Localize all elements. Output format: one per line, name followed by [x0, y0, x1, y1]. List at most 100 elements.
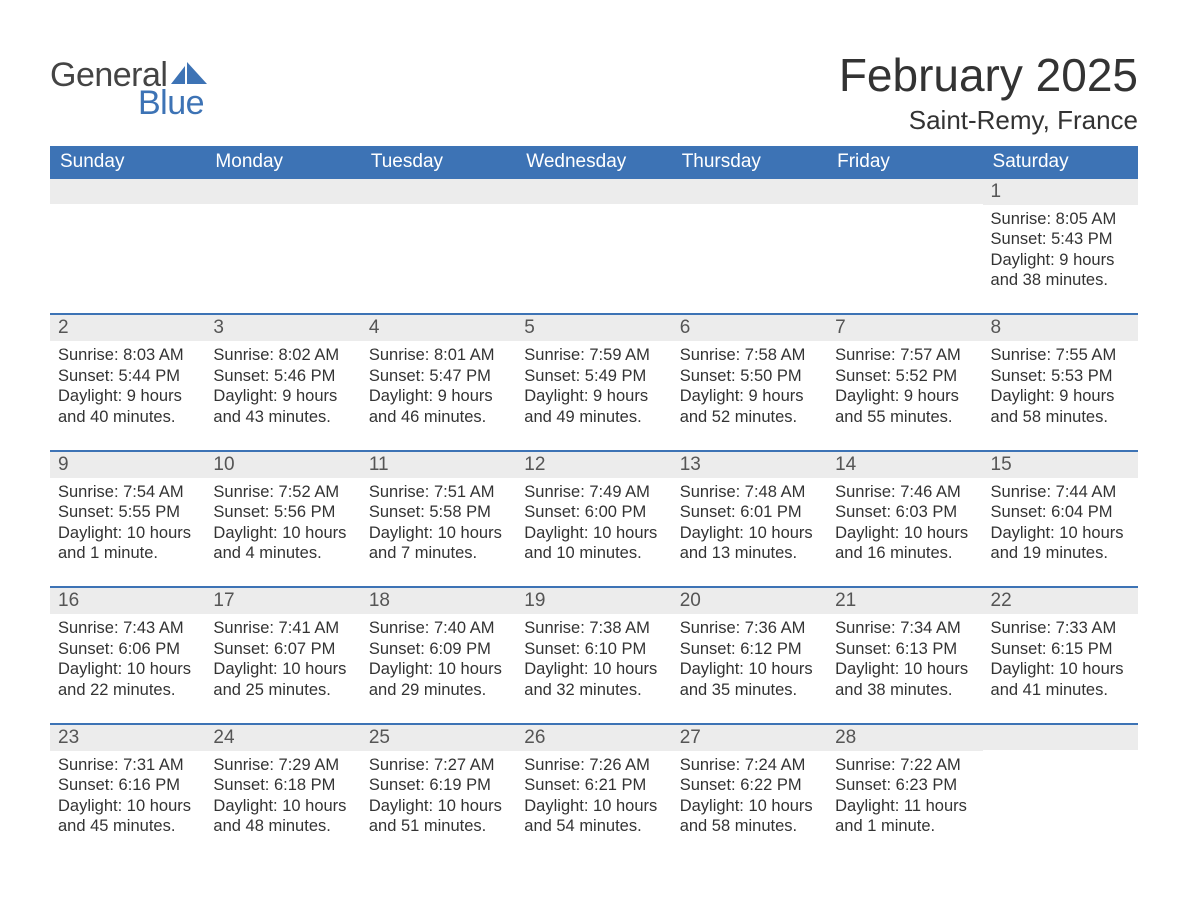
page-header: General Blue February 2025 Saint-Remy, F… [50, 50, 1138, 136]
day-body: Sunrise: 7:58 AMSunset: 5:50 PMDaylight:… [672, 341, 827, 432]
sunrise-text: Sunrise: 7:57 AM [835, 345, 974, 366]
day-cell [205, 179, 360, 296]
daylight-text: Daylight: 10 hours and 32 minutes. [524, 659, 663, 700]
sunset-text: Sunset: 6:03 PM [835, 502, 974, 523]
day-number: 1 [983, 179, 1138, 205]
day-number [361, 179, 516, 204]
day-cell: 19Sunrise: 7:38 AMSunset: 6:10 PMDayligh… [516, 588, 671, 705]
sunset-text: Sunset: 6:15 PM [991, 639, 1130, 660]
day-number [672, 179, 827, 204]
sunrise-text: Sunrise: 7:36 AM [680, 618, 819, 639]
daylight-text: Daylight: 10 hours and 1 minute. [58, 523, 197, 564]
day-cell: 5Sunrise: 7:59 AMSunset: 5:49 PMDaylight… [516, 315, 671, 432]
daylight-text: Daylight: 11 hours and 1 minute. [835, 796, 974, 837]
week-row: 2Sunrise: 8:03 AMSunset: 5:44 PMDaylight… [50, 313, 1138, 432]
day-cell: 13Sunrise: 7:48 AMSunset: 6:01 PMDayligh… [672, 452, 827, 569]
sunset-text: Sunset: 6:21 PM [524, 775, 663, 796]
daylight-text: Daylight: 10 hours and 35 minutes. [680, 659, 819, 700]
day-number: 3 [205, 315, 360, 341]
day-cell: 10Sunrise: 7:52 AMSunset: 5:56 PMDayligh… [205, 452, 360, 569]
sunrise-text: Sunrise: 7:48 AM [680, 482, 819, 503]
location-label: Saint-Remy, France [839, 105, 1138, 136]
day-cell: 23Sunrise: 7:31 AMSunset: 6:16 PMDayligh… [50, 725, 205, 842]
day-number [516, 179, 671, 204]
day-number: 20 [672, 588, 827, 614]
day-number: 19 [516, 588, 671, 614]
day-cell: 1Sunrise: 8:05 AMSunset: 5:43 PMDaylight… [983, 179, 1138, 296]
day-cell: 18 Sunrise: 7:40 AMSunset: 6:09 PMDayligh… [361, 588, 516, 705]
day-body: Sunrise: 7:43 AMSunset: 6:06 PMDaylight:… [50, 614, 205, 705]
sunrise-text: Sunrise: 7:46 AM [835, 482, 974, 503]
sunset-text: Sunset: 6:06 PM [58, 639, 197, 660]
sunrise-text: Sunrise: 7:44 AM [991, 482, 1130, 503]
day-body: Sunrise: 7:24 AMSunset: 6:22 PMDaylight:… [672, 751, 827, 842]
day-number: 8 [983, 315, 1138, 341]
day-number: 23 [50, 725, 205, 751]
day-number: 16 [50, 588, 205, 614]
day-number: 25 [361, 725, 516, 751]
daylight-text: Daylight: 10 hours and 45 minutes. [58, 796, 197, 837]
day-number [205, 179, 360, 204]
daylight-text: Daylight: 9 hours and 55 minutes. [835, 386, 974, 427]
day-body: Sunrise: 7:22 AMSunset: 6:23 PMDaylight:… [827, 751, 982, 842]
day-cell [827, 179, 982, 296]
day-body: Sunrise: 7:34 AMSunset: 6:13 PMDaylight:… [827, 614, 982, 705]
day-number: 14 [827, 452, 982, 478]
day-cell [672, 179, 827, 296]
daylight-text: Daylight: 10 hours and 19 minutes. [991, 523, 1130, 564]
day-body: Sunrise: 8:02 AMSunset: 5:46 PMDaylight:… [205, 341, 360, 432]
calendar-grid: Sunday Monday Tuesday Wednesday Thursday… [50, 146, 1138, 842]
sunrise-text: Sunrise: 7:40 AM [369, 618, 508, 639]
sunset-text: Sunset: 5:58 PM [369, 502, 508, 523]
daylight-text: Daylight: 10 hours and 4 minutes. [213, 523, 352, 564]
day-header-tuesday: Tuesday [361, 146, 516, 179]
sunset-text: Sunset: 5:49 PM [524, 366, 663, 387]
day-body: Sunrise: 7:41 AMSunset: 6:07 PMDaylight:… [205, 614, 360, 705]
title-block: February 2025 Saint-Remy, France [839, 50, 1138, 136]
day-number: 9 [50, 452, 205, 478]
day-cell: 17Sunrise: 7:41 AMSunset: 6:07 PMDayligh… [205, 588, 360, 705]
day-body: Sunrise: 7:51 AMSunset: 5:58 PMDaylight:… [361, 478, 516, 569]
sunrise-text: Sunrise: 7:31 AM [58, 755, 197, 776]
daylight-text: Daylight: 9 hours and 38 minutes. [991, 250, 1130, 291]
day-body: Sunrise: 7:49 AMSunset: 6:00 PMDaylight:… [516, 478, 671, 569]
day-number [50, 179, 205, 204]
day-body: Sunrise: 7:33 AMSunset: 6:15 PMDaylight:… [983, 614, 1138, 705]
day-cell: 28Sunrise: 7:22 AMSunset: 6:23 PMDayligh… [827, 725, 982, 842]
daylight-text: Daylight: 10 hours and 29 minutes. [369, 659, 508, 700]
sunset-text: Sunset: 5:55 PM [58, 502, 197, 523]
day-number: 18 [361, 588, 516, 614]
day-header-sunday: Sunday [50, 146, 205, 179]
weeks-container: 1Sunrise: 8:05 AMSunset: 5:43 PMDaylight… [50, 179, 1138, 842]
day-cell: 12Sunrise: 7:49 AMSunset: 6:00 PMDayligh… [516, 452, 671, 569]
sunrise-text: Sunrise: 7:24 AM [680, 755, 819, 776]
daylight-text: Daylight: 9 hours and 40 minutes. [58, 386, 197, 427]
sunrise-text: Sunrise: 8:02 AM [213, 345, 352, 366]
sunrise-text: Sunrise: 7:27 AM [369, 755, 508, 776]
day-body: Sunrise: 7:38 AMSunset: 6:10 PMDaylight:… [516, 614, 671, 705]
day-number [827, 179, 982, 204]
sunrise-text: Sunrise: 7:29 AM [213, 755, 352, 776]
sunset-text: Sunset: 6:18 PM [213, 775, 352, 796]
sunset-text: Sunset: 6:12 PM [680, 639, 819, 660]
sunset-text: Sunset: 5:46 PM [213, 366, 352, 387]
day-number: 10 [205, 452, 360, 478]
day-number: 15 [983, 452, 1138, 478]
daylight-text: Daylight: 9 hours and 52 minutes. [680, 386, 819, 427]
day-body: Sunrise: 7:27 AMSunset: 6:19 PMDaylight:… [361, 751, 516, 842]
sunset-text: Sunset: 5:53 PM [991, 366, 1130, 387]
day-number: 24 [205, 725, 360, 751]
day-cell [516, 179, 671, 296]
day-body: Sunrise: 8:03 AMSunset: 5:44 PMDaylight:… [50, 341, 205, 432]
day-number [983, 725, 1138, 750]
sunset-text: Sunset: 6:09 PM [369, 639, 508, 660]
day-number: 28 [827, 725, 982, 751]
sunset-text: Sunset: 6:01 PM [680, 502, 819, 523]
sunset-text: Sunset: 5:56 PM [213, 502, 352, 523]
day-cell [983, 725, 1138, 842]
daylight-text: Daylight: 10 hours and 10 minutes. [524, 523, 663, 564]
daylight-text: Daylight: 10 hours and 7 minutes. [369, 523, 508, 564]
day-body: Sunrise: 7:44 AMSunset: 6:04 PMDaylight:… [983, 478, 1138, 569]
calendar-page: General Blue February 2025 Saint-Remy, F… [0, 0, 1188, 918]
sunrise-text: Sunrise: 7:26 AM [524, 755, 663, 776]
